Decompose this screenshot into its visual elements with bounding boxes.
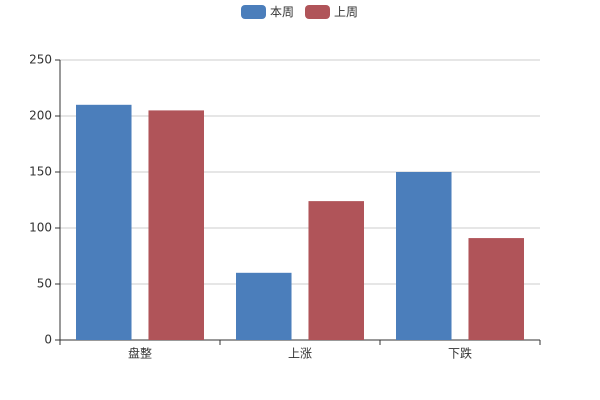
bar: [236, 272, 292, 340]
x-tick-label: 盘整: [128, 346, 152, 361]
bar: [308, 201, 364, 340]
legend-swatch[interactable]: [241, 5, 266, 19]
legend-label[interactable]: 本周: [270, 5, 294, 19]
bar: [468, 238, 524, 340]
bar: [148, 110, 204, 341]
y-tick-label: 250: [29, 53, 52, 67]
y-tick-label: 50: [37, 277, 52, 291]
bar: [76, 104, 132, 340]
legend-swatch[interactable]: [305, 5, 330, 19]
x-tick-label: 下跌: [448, 346, 472, 361]
y-tick-label: 150: [29, 165, 52, 179]
y-tick-label: 0: [44, 333, 52, 347]
y-tick-label: 200: [29, 109, 52, 123]
legend-label[interactable]: 上周: [334, 5, 358, 19]
y-tick-label: 100: [29, 221, 52, 235]
bar: [396, 172, 452, 340]
x-tick-label: 上涨: [288, 346, 312, 361]
